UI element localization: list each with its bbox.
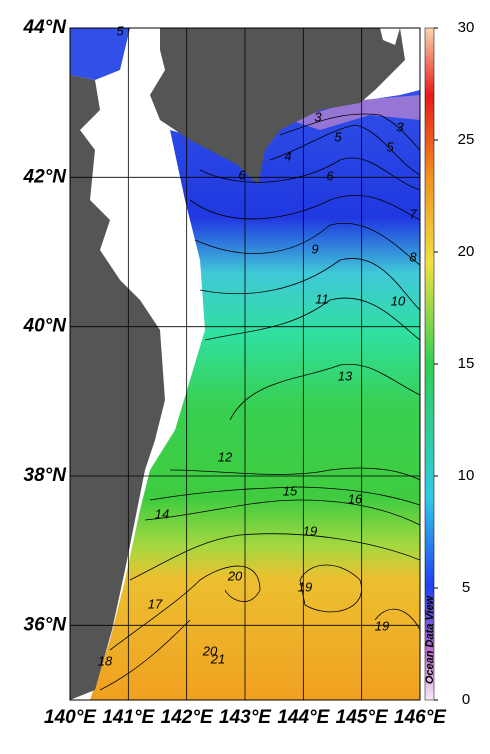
- map-frame: [69, 27, 421, 701]
- lon-label: 142°E: [161, 707, 214, 728]
- contour-label: 7: [409, 206, 417, 221]
- lon-label: 146°E: [394, 707, 447, 728]
- contour-label: 19: [298, 579, 312, 594]
- colorbar-label: 25: [458, 131, 475, 148]
- contour-label: 19: [303, 523, 317, 538]
- contour-label: 9: [311, 241, 318, 256]
- contour-label: 8: [409, 249, 417, 264]
- lat-label: 38°N: [24, 465, 68, 486]
- colorbar-label: 30: [458, 19, 475, 36]
- contour-label: 20: [202, 643, 218, 658]
- contour-label: 3: [314, 109, 322, 124]
- colorbar-label: 10: [458, 467, 475, 484]
- colorbar-label: 15: [458, 355, 475, 372]
- contour-label: 18: [98, 653, 113, 668]
- colorbar-label: 0: [462, 691, 470, 708]
- lon-label: 145°E: [336, 707, 389, 728]
- contour-label: 3: [396, 119, 404, 134]
- lon-label: 143°E: [219, 707, 272, 728]
- contour-label: 13: [338, 368, 353, 383]
- watermark: Ocean Data View: [424, 594, 436, 684]
- contour-label: 5: [386, 139, 394, 154]
- contour-label: 10: [391, 293, 406, 308]
- colorbar-label: 20: [458, 243, 475, 260]
- colorbar-label: 5: [462, 579, 470, 596]
- contour-label: 14: [155, 506, 169, 521]
- contour-label: 5: [334, 129, 342, 144]
- contour-label: 20: [227, 568, 243, 583]
- lon-label: 140°E: [44, 707, 97, 728]
- contour-label: 5: [116, 23, 124, 38]
- contour-label: 17: [148, 596, 163, 611]
- lon-label: 144°E: [277, 707, 330, 728]
- contour-label: 11: [315, 291, 329, 306]
- contour-label: 4: [284, 148, 291, 163]
- contour-label: 6: [238, 167, 246, 182]
- contour-label: 6: [326, 168, 334, 183]
- lon-label: 141°E: [102, 707, 155, 728]
- contour-label: 12: [218, 449, 233, 464]
- contour-label: 16: [348, 491, 363, 506]
- contour-label: 19: [375, 618, 389, 633]
- lat-label: 36°N: [24, 614, 68, 635]
- lat-label: 40°N: [23, 316, 68, 337]
- lat-label: 44°N: [23, 17, 68, 38]
- contour-label: 21: [210, 651, 225, 666]
- lat-label: 42°N: [23, 166, 68, 187]
- contour-label: 15: [283, 483, 298, 498]
